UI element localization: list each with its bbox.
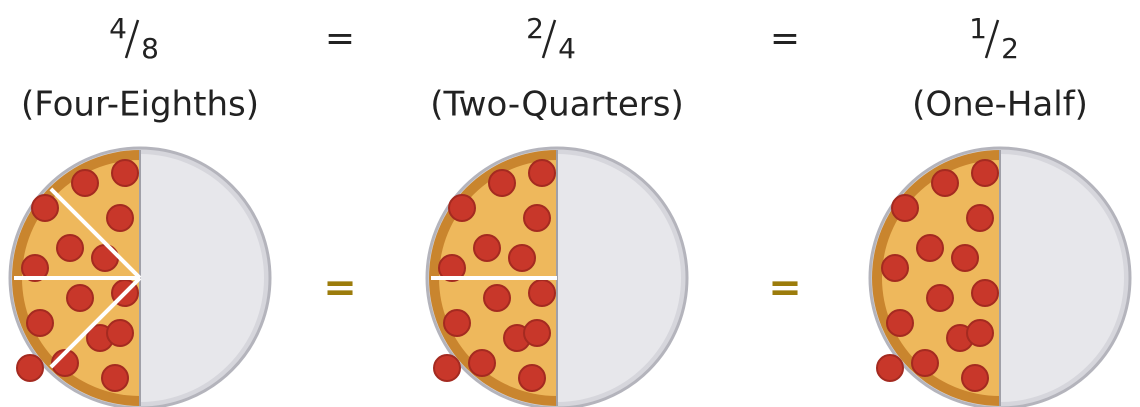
pepperoni (111, 159, 139, 187)
fraction-name: (One-Half) (912, 85, 1088, 125)
pepperoni (488, 169, 516, 197)
pepperoni (468, 349, 496, 377)
pepperoni (26, 309, 54, 337)
numerator: 2 (526, 12, 544, 45)
pepperoni (473, 234, 501, 262)
pizza (425, 146, 689, 407)
pepperoni (31, 194, 59, 222)
pepperoni (508, 244, 536, 272)
numerator: 1 (969, 12, 987, 45)
pepperoni (443, 309, 471, 337)
fraction-slash (984, 19, 1000, 59)
pepperoni (71, 169, 99, 197)
pepperoni (56, 234, 84, 262)
pepperoni (16, 354, 44, 382)
pepperoni (101, 364, 129, 392)
pepperoni (916, 234, 944, 262)
slice-cut (49, 276, 142, 369)
fraction-slash (541, 19, 557, 59)
pepperoni (971, 159, 999, 187)
denominator: 8 (141, 32, 159, 65)
pepperoni (518, 364, 546, 392)
pepperoni (951, 244, 979, 272)
pepperoni (931, 169, 959, 197)
pepperoni (926, 284, 954, 312)
equals-sign: = (768, 265, 802, 311)
pepperoni (966, 204, 994, 232)
pepperoni (528, 159, 556, 187)
pepperoni (433, 354, 461, 382)
denominator: 2 (1001, 32, 1019, 65)
pepperoni (448, 194, 476, 222)
pepperoni (106, 204, 134, 232)
pepperoni (106, 319, 134, 347)
numerator: 4 (109, 12, 127, 45)
pepperoni (483, 284, 511, 312)
pepperoni (891, 194, 919, 222)
equals-sign: = (325, 18, 355, 59)
slice-cut (49, 187, 142, 280)
pepperoni (21, 254, 49, 282)
pizza (868, 146, 1132, 407)
pepperoni (911, 349, 939, 377)
pepperoni (876, 354, 904, 382)
pepperoni (971, 279, 999, 307)
pepperoni (66, 284, 94, 312)
pepperoni (886, 309, 914, 337)
pepperoni (523, 319, 551, 347)
fraction-name: (Four-Eighths) (21, 85, 259, 125)
equals-sign: = (323, 265, 357, 311)
pepperoni (966, 319, 994, 347)
pepperoni (438, 254, 466, 282)
pizza-half (872, 150, 1000, 406)
pepperoni (51, 349, 79, 377)
pepperoni (881, 254, 909, 282)
denominator: 4 (558, 32, 576, 65)
pepperoni (523, 204, 551, 232)
pizza (8, 146, 272, 407)
fraction-name: (Two-Quarters) (430, 85, 684, 125)
fraction-slash (124, 19, 140, 59)
pepperoni (961, 364, 989, 392)
pepperoni (528, 279, 556, 307)
pepperoni (91, 244, 119, 272)
equals-sign: = (770, 18, 800, 59)
